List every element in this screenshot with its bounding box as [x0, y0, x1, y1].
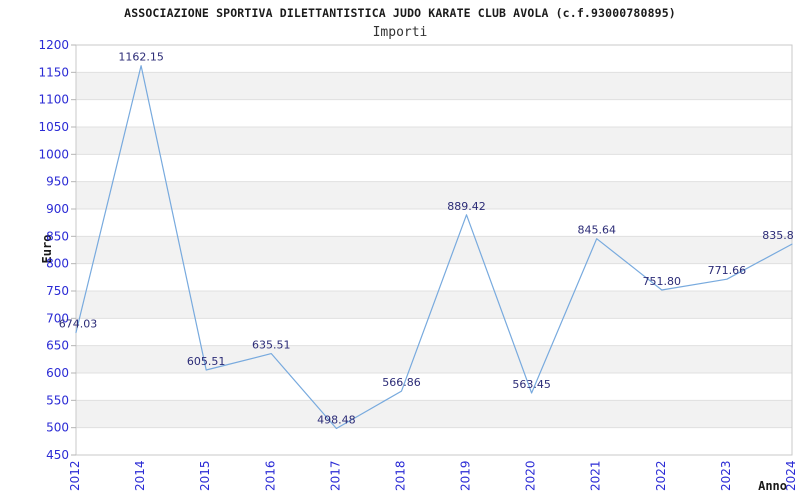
data-point-label: 835.8 [762, 229, 794, 242]
grid-band [76, 400, 792, 428]
grid-band [76, 345, 792, 373]
x-tick-label: 2018 [393, 460, 407, 491]
data-point-label: 751.80 [643, 275, 682, 288]
y-tick-label: 1000 [38, 147, 69, 161]
x-tick-label: 2020 [524, 460, 538, 491]
data-point-label: 889.42 [447, 200, 486, 213]
y-tick-label: 450 [46, 448, 69, 462]
x-tick-label: 2016 [263, 460, 277, 491]
y-tick-label: 850 [46, 229, 69, 243]
y-tick-label: 750 [46, 284, 69, 298]
y-tick-label: 500 [46, 421, 69, 435]
x-tick-label: 2017 [328, 460, 342, 491]
x-tick-label: 2012 [68, 460, 82, 491]
y-tick-label: 1050 [38, 120, 69, 134]
x-tick-label: 2019 [459, 460, 473, 491]
plot-border [75, 44, 793, 456]
y-tick-label: 1200 [38, 38, 69, 52]
grid-band [76, 181, 792, 209]
data-point-label: 771.66 [708, 264, 747, 277]
data-point-label: 674.03 [59, 318, 98, 331]
x-tick-label: 2014 [133, 460, 147, 491]
data-line [75, 65, 793, 430]
x-tick-label: 2024 [784, 460, 798, 491]
data-point-label: 845.64 [577, 224, 616, 237]
y-tick-label: 800 [46, 257, 69, 271]
x-tick-label: 2022 [654, 460, 668, 491]
x-axis-title: Anno [758, 479, 787, 493]
grid-band [76, 127, 792, 155]
y-tick-label: 1150 [38, 65, 69, 79]
grid-band [76, 236, 792, 264]
grid-band [76, 72, 792, 100]
y-tick-label: 900 [46, 202, 69, 216]
data-point-label: 566.86 [382, 376, 421, 389]
data-point-label: 498.48 [317, 413, 356, 426]
data-point-label: 563.45 [512, 378, 551, 391]
y-tick-label: 600 [46, 366, 69, 380]
x-tick-label: 2021 [589, 460, 603, 491]
y-tick-label: 1100 [38, 93, 69, 107]
y-tick-label: 650 [46, 339, 69, 353]
y-tick-label: 550 [46, 393, 69, 407]
data-point-label: 635.51 [252, 339, 291, 352]
data-point-label: 1162.15 [118, 51, 164, 64]
x-tick-label: 2015 [198, 460, 212, 491]
y-tick-label: 700 [46, 311, 69, 325]
x-tick-label: 2023 [719, 460, 733, 491]
y-tick-label: 950 [46, 175, 69, 189]
chart-title: ASSOCIAZIONE SPORTIVA DILETTANTISTICA JU… [124, 6, 676, 20]
chart-subtitle: Importi [372, 25, 428, 40]
data-point-label: 605.51 [187, 355, 226, 368]
